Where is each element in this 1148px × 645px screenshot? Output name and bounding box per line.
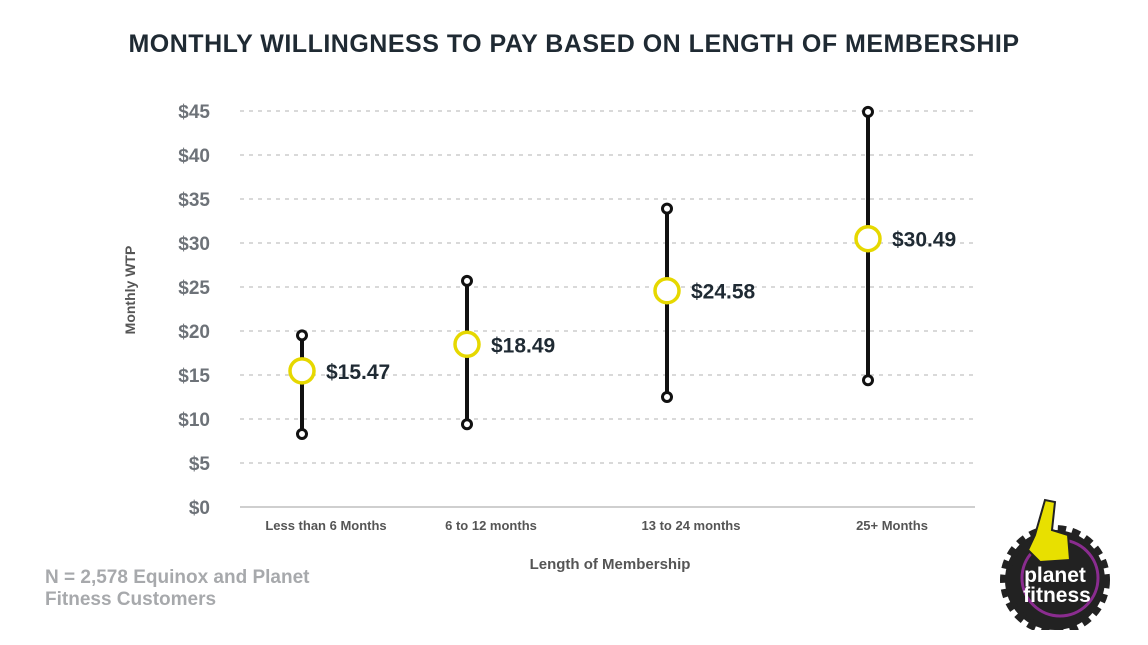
y-tick-label: $10 <box>178 410 210 431</box>
x-axis-label: Length of Membership <box>529 556 691 573</box>
y-tick-label: $30 <box>178 234 210 255</box>
y-tick-label: $45 <box>178 102 210 123</box>
mean-data-label: $15.47 <box>326 361 390 384</box>
sample-size-note: N = 2,578 Equinox and Planet Fitness Cus… <box>45 567 310 610</box>
x-tick-label: 25+ Months <box>856 518 928 533</box>
mean-data-label: $18.49 <box>491 334 555 357</box>
svg-text:fitness: fitness <box>1023 584 1091 607</box>
low-point <box>661 391 673 403</box>
high-point <box>862 105 874 118</box>
high-point <box>661 202 673 215</box>
y-tick-label: $35 <box>178 190 210 211</box>
y-tick-label: $40 <box>178 146 210 167</box>
y-axis-label: Monthly WTP <box>122 245 138 335</box>
high-point <box>461 274 473 287</box>
planet-fitness-logo: planet fitness <box>1000 498 1110 630</box>
low-point <box>461 418 473 431</box>
y-tick-label: $0 <box>189 498 210 519</box>
mean-point <box>453 330 481 359</box>
mean-data-label: $30.49 <box>892 229 956 252</box>
mean-point <box>653 276 681 305</box>
mean-point <box>288 357 316 385</box>
y-tick-label: $20 <box>178 322 210 343</box>
low-point <box>296 427 308 440</box>
y-tick-label: $25 <box>178 278 210 299</box>
svg-text:planet: planet <box>1024 564 1086 587</box>
x-tick-label: 6 to 12 months <box>445 518 537 533</box>
low-point <box>862 374 874 387</box>
high-point <box>296 329 308 342</box>
x-tick-label: Less than 6 Months <box>265 518 386 533</box>
chart-title: MONTHLY WILLINGNESS TO PAY BASED ON LENG… <box>128 30 1020 58</box>
x-tick-label: 13 to 24 months <box>642 518 741 533</box>
y-tick-label: $5 <box>189 454 211 475</box>
mean-point <box>854 224 882 253</box>
y-tick-label: $15 <box>178 366 210 387</box>
mean-data-label: $24.58 <box>691 281 756 304</box>
